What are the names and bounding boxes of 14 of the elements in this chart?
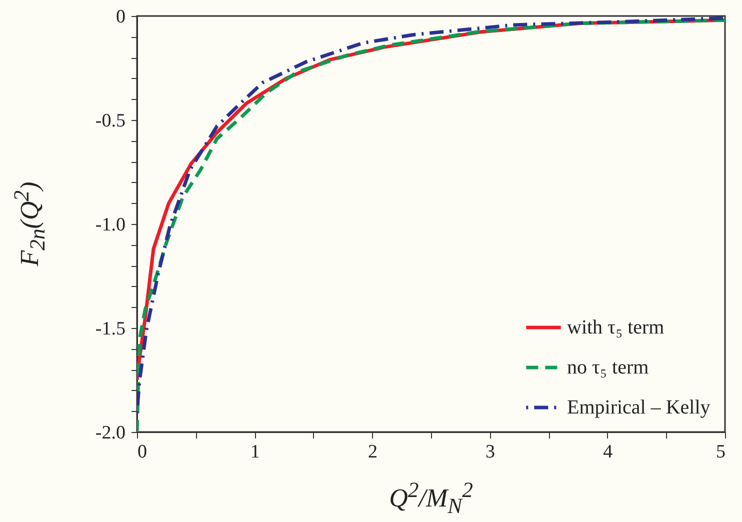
x-tick-label: 0 — [138, 442, 147, 462]
legend-label: Empirical – Kelly — [567, 396, 710, 418]
legend-label: no τ₅ term — [567, 356, 650, 378]
x-tick-label: 4 — [603, 442, 614, 462]
x-tick-label: 3 — [486, 442, 496, 462]
x-tick-label: 2 — [368, 442, 378, 462]
y-tick-label: -1.0 — [95, 214, 126, 236]
y-tick-label: -2.0 — [95, 422, 126, 444]
legend-label: with τ₅ term — [567, 316, 665, 338]
y-tick-label: -1.5 — [95, 318, 126, 340]
y-tick-label: 0 — [116, 6, 126, 28]
x-tick-label: 5 — [716, 442, 726, 462]
y-tick-label: -0.5 — [95, 110, 126, 132]
x-tick-label: 1 — [250, 442, 260, 462]
